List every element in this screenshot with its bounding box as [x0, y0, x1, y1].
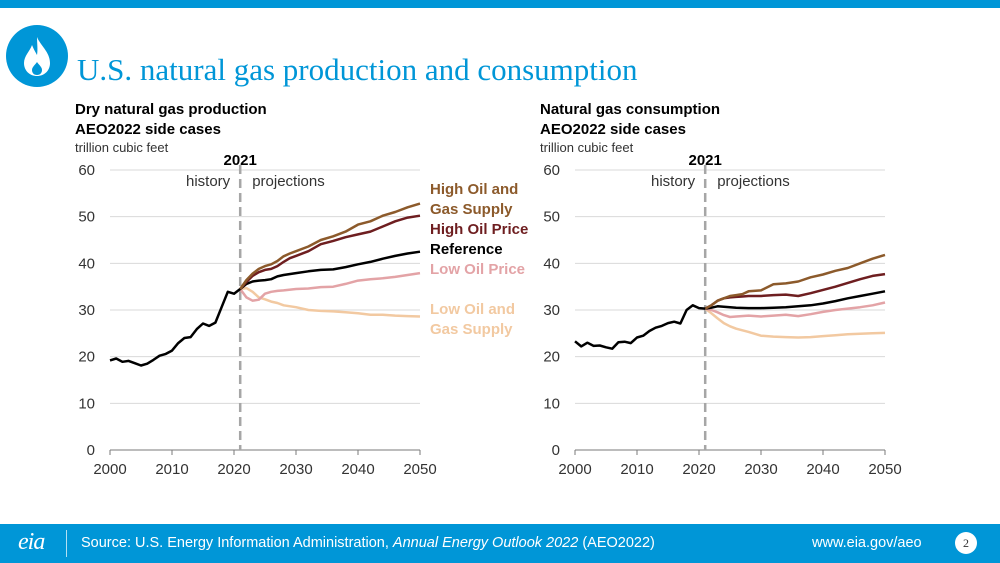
footer-bar: eia Source: U.S. Energy Information Admi… [0, 524, 1000, 563]
chart1-legend-label: Low Oil Price [430, 261, 525, 278]
chart1-xtick: 2020 [217, 461, 250, 478]
chart2-history-label: history [651, 173, 696, 190]
chart1-xtick: 2010 [155, 461, 188, 478]
chart1-subtitle: AEO2022 side cases [75, 121, 221, 138]
chart1-legend-label: High Oil Price [430, 221, 528, 238]
chart1-legend-label: Reference [430, 241, 503, 258]
chart1-legend-label: Gas Supply [430, 201, 513, 218]
logo-badge [6, 25, 68, 87]
chart1-ytick: 50 [78, 209, 95, 226]
chart2-ytick: 40 [543, 255, 560, 272]
chart1-units: trillion cubic feet [75, 140, 169, 155]
chart1-divider-year: 2021 [224, 152, 257, 169]
chart1-legend-label: Low Oil and [430, 301, 515, 318]
chart2-xtick: 2030 [744, 461, 777, 478]
chart1-ytick: 0 [87, 442, 95, 459]
chart1-title: Dry natural gas production [75, 101, 267, 118]
chart2-series-reference [705, 290, 886, 310]
chart2-xtick: 2010 [620, 461, 653, 478]
chart1-series-reference [239, 250, 421, 290]
chart1-ytick: 30 [78, 302, 95, 319]
chart2-ytick: 60 [543, 162, 560, 179]
chart1-series-low-oil-and-gas-supply [240, 286, 421, 318]
chart2-series-history [574, 304, 706, 350]
chart1-series-low-oil-price [239, 271, 421, 302]
chart2-series-low-oil-price [704, 301, 886, 319]
chart1-series-high-oil-and-gas-supply [239, 202, 421, 290]
chart2-projections-label: projections [717, 173, 790, 190]
chart2-series-low-oil-and-gas-supply [704, 307, 886, 339]
chart2-ytick: 0 [552, 442, 560, 459]
chart2-subtitle: AEO2022 side cases [540, 121, 686, 138]
chart1-history-label: history [186, 173, 231, 190]
chart1-ytick: 40 [78, 255, 95, 272]
chart2-ytick: 30 [543, 302, 560, 319]
chart1-legend-label: High Oil and [430, 181, 518, 198]
production-chart: Dry natural gas production AEO2022 side c… [75, 101, 528, 478]
chart2-ytick: 50 [543, 209, 560, 226]
source-note: Source: U.S. Energy Information Administ… [81, 535, 655, 551]
chart2-xtick: 2000 [558, 461, 591, 478]
chart2-ytick: 10 [543, 395, 560, 412]
chart1-xtick: 2030 [279, 461, 312, 478]
chart2-title: Natural gas consumption [540, 101, 720, 118]
chart2-ytick: 20 [543, 349, 560, 366]
chart2-series-high-oil-price [704, 272, 886, 310]
chart1-xtick: 2050 [403, 461, 436, 478]
chart1-series-history [109, 288, 241, 367]
footer-divider [66, 530, 67, 557]
top-accent-bar [0, 0, 1000, 8]
chart1-ytick: 20 [78, 349, 95, 366]
chart2-series-high-oil-and-gas-supply [704, 253, 886, 310]
chart2-xtick: 2040 [806, 461, 839, 478]
chart1-projections-label: projections [252, 173, 325, 190]
chart2-xtick: 2020 [682, 461, 715, 478]
eia-logo: eia [18, 529, 45, 555]
chart2-xtick: 2050 [868, 461, 901, 478]
page-title: U.S. natural gas production and consumpt… [77, 52, 638, 87]
source-publication: Annual Energy Outlook 2022 [392, 535, 579, 551]
footer-url[interactable]: www.eia.gov/aeo [812, 535, 922, 551]
flame-icon [24, 37, 50, 76]
chart2-units: trillion cubic feet [540, 140, 634, 155]
page-number: 2 [955, 532, 977, 554]
chart1-ytick: 60 [78, 162, 95, 179]
chart1-ytick: 10 [78, 395, 95, 412]
source-suffix: (AEO2022) [578, 535, 655, 551]
consumption-chart: Natural gas consumption AEO2022 side case… [540, 101, 902, 478]
chart1-legend-label: Gas Supply [430, 321, 513, 338]
source-prefix: Source: U.S. Energy Information Administ… [81, 535, 393, 551]
chart1-xtick: 2040 [341, 461, 374, 478]
chart1-xtick: 2000 [93, 461, 126, 478]
chart2-divider-year: 2021 [689, 152, 722, 169]
chart1-series-high-oil-price [239, 214, 421, 290]
